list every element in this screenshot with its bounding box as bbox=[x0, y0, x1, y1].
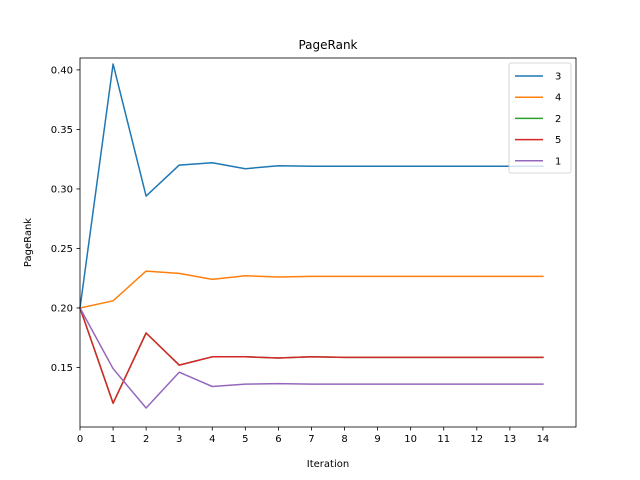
legend: 3 4 2 5 1 bbox=[508, 62, 572, 174]
x-tick-label: 0 bbox=[77, 434, 83, 445]
y-axis-label: PageRank bbox=[23, 218, 34, 267]
x-tick-label: 5 bbox=[242, 434, 248, 445]
legend-label: 2 bbox=[555, 114, 561, 125]
x-tick-label: 8 bbox=[341, 434, 347, 445]
y-tick-label: 0.25 bbox=[51, 244, 73, 255]
series-line-4 bbox=[79, 270, 544, 309]
legend-label: 4 bbox=[555, 93, 561, 104]
chart-title: PageRank bbox=[298, 38, 357, 52]
y-tick-label: 0.35 bbox=[51, 125, 73, 136]
x-tick-label: 3 bbox=[176, 434, 182, 445]
x-tick-label: 1 bbox=[110, 434, 116, 445]
x-axis-ticks: 0 1 2 3 4 5 6 7 8 9 10 11 12 13 14 bbox=[77, 427, 549, 445]
legend-label: 3 bbox=[555, 72, 561, 83]
x-tick-label: 12 bbox=[470, 434, 483, 445]
x-tick-label: 10 bbox=[404, 434, 417, 445]
series-layer bbox=[78, 63, 544, 409]
x-tick-label: 14 bbox=[537, 434, 550, 445]
x-tick-label: 6 bbox=[275, 434, 281, 445]
y-tick-label: 0.40 bbox=[51, 65, 73, 76]
x-tick-label: 2 bbox=[143, 434, 149, 445]
y-axis-ticks: 0.15 0.20 0.25 0.30 0.35 0.40 bbox=[51, 65, 80, 374]
legend-label: 1 bbox=[555, 156, 561, 167]
x-tick-label: 4 bbox=[209, 434, 215, 445]
legend-label: 5 bbox=[555, 135, 561, 146]
y-tick-label: 0.20 bbox=[51, 303, 73, 314]
y-tick-label: 0.30 bbox=[51, 184, 73, 195]
x-tick-label: 7 bbox=[308, 434, 314, 445]
x-tick-label: 11 bbox=[437, 434, 450, 445]
series-line-3 bbox=[79, 63, 544, 309]
y-tick-label: 0.15 bbox=[51, 363, 73, 374]
plot-frame bbox=[79, 57, 577, 428]
series-line-1 bbox=[78, 306, 544, 409]
series-line-5 bbox=[79, 307, 544, 404]
x-tick-label: 13 bbox=[503, 434, 516, 445]
x-axis-label: Iteration bbox=[307, 459, 349, 470]
x-tick-label: 9 bbox=[374, 434, 380, 445]
